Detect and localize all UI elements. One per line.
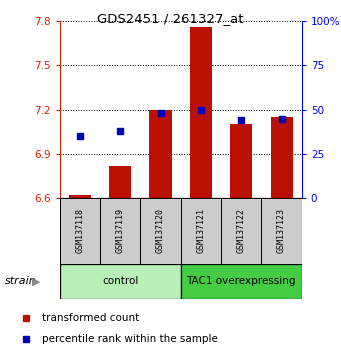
Bar [149,110,172,198]
Bar [190,27,212,198]
Bar [262,198,302,264]
Text: percentile rank within the sample: percentile rank within the sample [42,334,218,344]
Bar [100,198,140,264]
Text: GSM137121: GSM137121 [196,209,205,253]
Text: control: control [102,276,138,286]
Bar [60,264,181,299]
Text: GSM137122: GSM137122 [237,209,246,253]
Text: strain: strain [5,276,37,286]
Text: transformed count: transformed count [42,313,139,323]
Text: GDS2451 / 261327_at: GDS2451 / 261327_at [97,12,244,25]
Bar [181,198,221,264]
Bar [270,117,293,198]
Bar [109,166,131,198]
Text: ▶: ▶ [32,276,40,286]
Bar [140,198,181,264]
Text: GSM137119: GSM137119 [116,209,125,253]
Text: GSM137118: GSM137118 [75,209,84,253]
Text: GSM137120: GSM137120 [156,209,165,253]
Text: GSM137123: GSM137123 [277,209,286,253]
Bar [69,195,91,198]
Bar [181,264,302,299]
Bar [221,198,262,264]
Bar [60,198,100,264]
Bar [230,125,252,198]
Text: TAC1 overexpressing: TAC1 overexpressing [187,276,296,286]
